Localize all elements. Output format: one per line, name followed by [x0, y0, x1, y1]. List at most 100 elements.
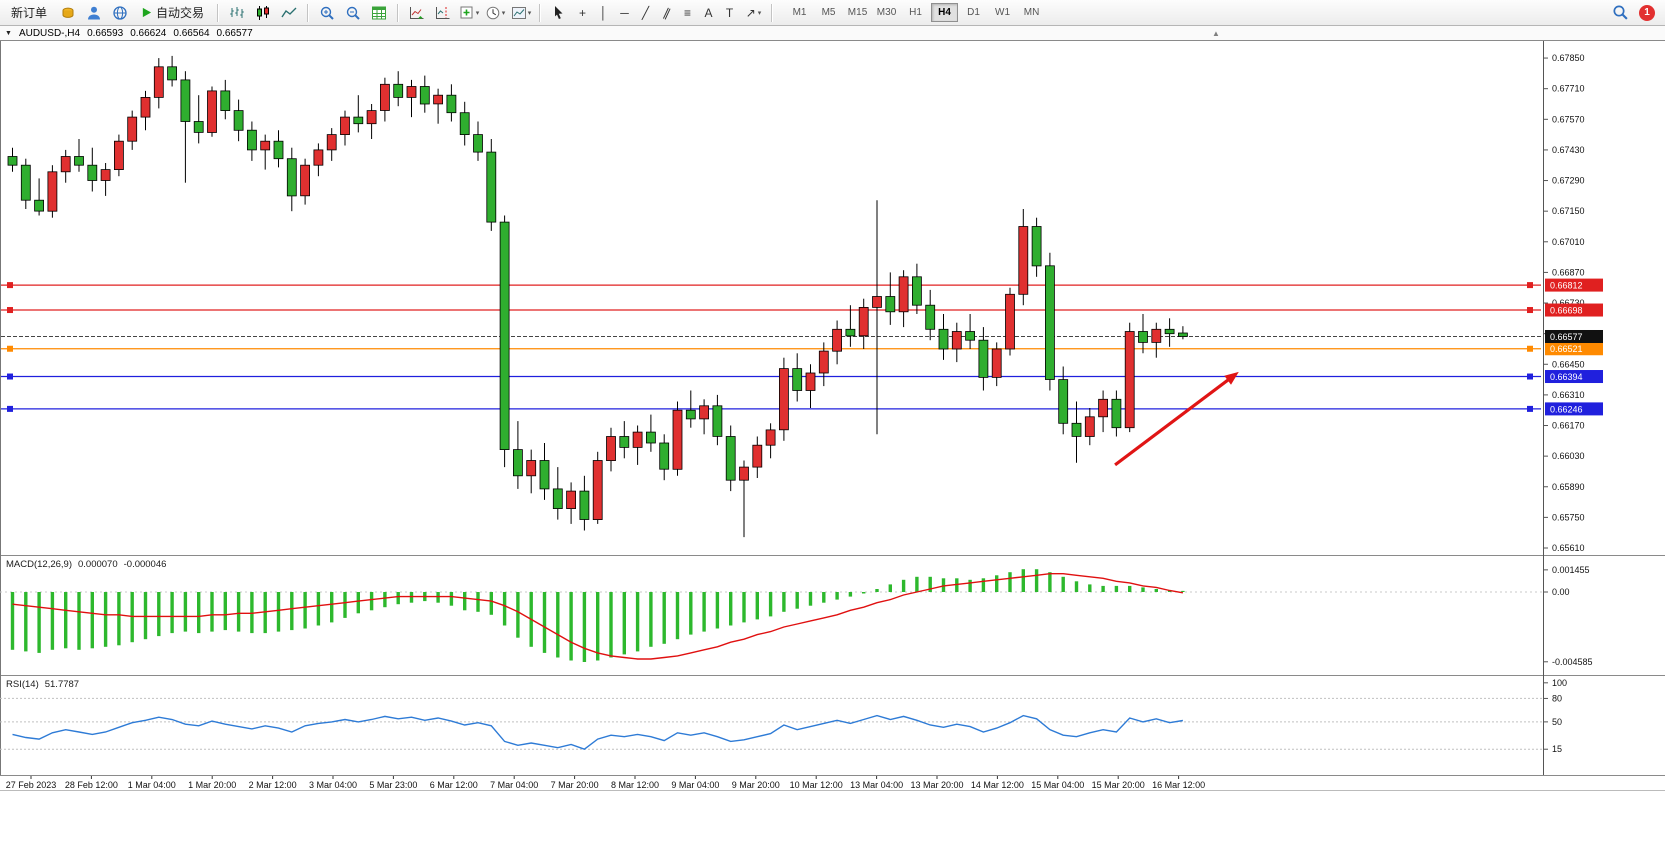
community-button[interactable]: [108, 2, 132, 24]
line-handle[interactable]: [7, 307, 13, 314]
candle-body: [207, 90, 217, 133]
auto-scroll-icon: [410, 6, 424, 19]
line-handle[interactable]: [7, 405, 13, 412]
chart-shift-icon: [436, 6, 450, 19]
templates-button[interactable]: ▾: [509, 2, 533, 24]
macd-pane[interactable]: 0.001455 0.00 -0.004585: [0, 555, 1665, 675]
line-handle[interactable]: [1527, 345, 1533, 352]
hline-0.66812[interactable]: [1, 282, 1541, 289]
line-handle[interactable]: [1527, 405, 1533, 412]
new-order-button[interactable]: 新订单: [4, 2, 54, 24]
trendline-tool-icon[interactable]: ╱: [641, 5, 650, 20]
hline-0.66521[interactable]: [1, 345, 1541, 352]
fibonacci-tool-icon[interactable]: ≡: [684, 5, 692, 20]
account-button[interactable]: [82, 2, 106, 24]
line-handle[interactable]: [7, 373, 13, 380]
candle-body: [898, 276, 909, 313]
candle-body: [632, 431, 643, 448]
candle-body: [167, 66, 178, 81]
arrows-tool-button[interactable]: ↗ ▾: [741, 2, 765, 24]
timeframe-D1[interactable]: D1: [967, 7, 980, 18]
dropdown-caret-icon[interactable]: ▾: [527, 9, 532, 17]
candle-body: [433, 94, 444, 105]
bar-chart-mode-button[interactable]: [225, 2, 249, 24]
timeframe-M30[interactable]: M30: [876, 7, 897, 18]
price-axis-label: 0.66450: [1552, 359, 1585, 369]
deposit-button[interactable]: [56, 2, 80, 24]
dropdown-caret-icon[interactable]: ▾: [501, 9, 506, 17]
chart-menu-icon[interactable]: ▼: [5, 29, 12, 37]
autotrading-button[interactable]: 自动交易: [134, 2, 211, 24]
candle-body: [233, 110, 244, 131]
text-tool-icon[interactable]: A: [704, 5, 713, 20]
candle-body: [1005, 293, 1015, 350]
periods-button[interactable]: ▾: [483, 2, 507, 24]
price-chart-pane[interactable]: 0.67850 0.67710 0.67570 0.67430 0.67290 0.671…: [0, 41, 1665, 555]
rsi-axis-label: 15: [1552, 744, 1562, 754]
line-handle[interactable]: [7, 345, 13, 352]
timeframe-MN[interactable]: MN: [1023, 7, 1040, 18]
ohlc-high: 0.66624: [130, 27, 167, 39]
candle-body: [938, 328, 949, 350]
timeframe-H4[interactable]: H4: [931, 3, 959, 22]
time-axis-label: 7 Mar 20:00: [551, 780, 599, 790]
candle-body: [513, 449, 523, 477]
rsi-axis-label: 50: [1552, 717, 1562, 727]
price-tag: [1545, 342, 1603, 356]
line-handle[interactable]: [1527, 307, 1533, 314]
horizontal-line-tool-icon[interactable]: ─: [620, 5, 629, 20]
trend-arrow[interactable]: [1114, 371, 1239, 467]
play-icon: [142, 7, 152, 18]
line-chart-mode-button[interactable]: [277, 2, 301, 24]
data-grid-icon: [372, 6, 387, 19]
vertical-line-tool-icon[interactable]: │: [599, 5, 608, 20]
price-axis-label: 0.65750: [1552, 512, 1585, 522]
candlestick-mode-button[interactable]: [251, 2, 275, 24]
timeframe-M1[interactable]: M1: [792, 7, 807, 18]
timeframe-H1[interactable]: H1: [909, 7, 922, 18]
hline-0.66246[interactable]: [1, 405, 1541, 412]
auto-scroll-button[interactable]: [405, 2, 429, 24]
rsi-pane[interactable]: 100 80 50 15: [0, 675, 1665, 775]
candlestick-chart-icon: [257, 5, 270, 20]
dropdown-caret-icon[interactable]: ▾: [757, 9, 762, 17]
candle-body: [592, 460, 603, 520]
price-axis-label: 0.65610: [1552, 543, 1585, 553]
notification-badge[interactable]: 1: [1639, 4, 1655, 21]
timeframe-M15[interactable]: M15: [847, 7, 868, 18]
candle-body: [393, 83, 404, 98]
main-toolbar: 新订单 自动交易: [0, 0, 1665, 26]
trend-arrow-head[interactable]: [1224, 371, 1239, 385]
crosshair-tool-icon[interactable]: +: [579, 5, 587, 20]
time-axis-label: 7 Mar 04:00: [490, 780, 538, 790]
line-handle[interactable]: [1527, 373, 1533, 380]
candle-body: [114, 140, 124, 170]
time-axis-label: 2 Mar 12:00: [249, 780, 297, 790]
price-axis-label: 0.66310: [1552, 390, 1585, 400]
zoom-in-button[interactable]: [315, 2, 339, 24]
cursor-tool-button[interactable]: [547, 2, 571, 24]
zoom-out-button[interactable]: [341, 2, 365, 24]
search-icon[interactable]: [1612, 4, 1629, 21]
price-tag: [1545, 278, 1603, 292]
label-tool-icon[interactable]: T: [725, 5, 734, 20]
trend-arrow-line[interactable]: [1114, 376, 1233, 467]
time-axis[interactable]: 27 Feb 2023 28 Feb 12:00 1 Mar 04:00 1 Mar …: [0, 775, 1665, 791]
new-chart-button[interactable]: ▾: [457, 2, 481, 24]
line-handle[interactable]: [1527, 282, 1533, 289]
bid-price-tag: [1545, 329, 1603, 343]
time-axis-label: 8 Mar 12:00: [611, 780, 659, 790]
price-tag-label: 0.66698: [1550, 306, 1583, 316]
hline-0.66394[interactable]: [1, 373, 1541, 380]
macd-axis-label: 0.001455: [1552, 565, 1590, 575]
chart-shift-button[interactable]: [431, 2, 455, 24]
timeframe-M5[interactable]: M5: [821, 7, 836, 18]
hline-0.66698[interactable]: [1, 307, 1541, 314]
globe-icon: [113, 5, 127, 20]
data-window-button[interactable]: [367, 2, 391, 24]
timeframe-W1[interactable]: W1: [995, 7, 1011, 18]
dropdown-caret-icon[interactable]: ▾: [475, 9, 480, 17]
channel-tool-icon[interactable]: ∥: [657, 3, 676, 23]
candle-body: [579, 490, 590, 520]
line-handle[interactable]: [7, 282, 13, 289]
